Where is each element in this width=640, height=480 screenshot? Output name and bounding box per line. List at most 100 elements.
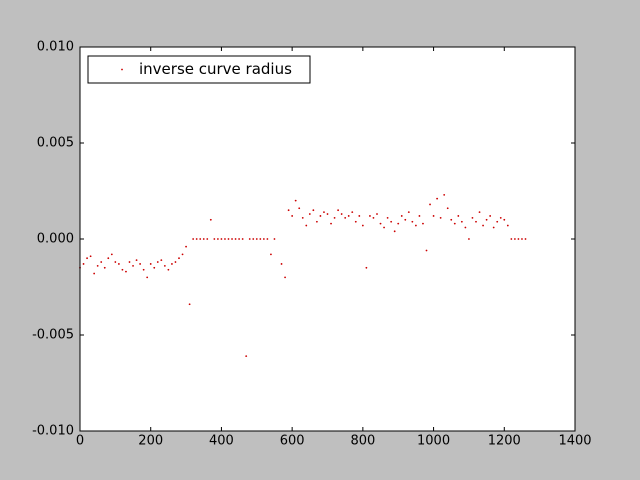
point xyxy=(146,276,149,279)
y-tick-label: -0.005 xyxy=(32,328,74,343)
point xyxy=(149,263,152,265)
point xyxy=(163,264,166,267)
point xyxy=(354,220,357,223)
point xyxy=(475,220,477,223)
point xyxy=(330,222,332,225)
point xyxy=(206,238,209,240)
point xyxy=(464,226,467,229)
point xyxy=(510,238,513,240)
point xyxy=(298,207,301,210)
point xyxy=(174,261,177,263)
point xyxy=(358,215,361,217)
point xyxy=(213,238,216,240)
point xyxy=(337,209,340,212)
point xyxy=(489,215,492,217)
point xyxy=(485,218,488,221)
point xyxy=(397,222,400,225)
point xyxy=(234,238,237,240)
point xyxy=(506,224,509,227)
point xyxy=(160,259,163,262)
point xyxy=(468,238,470,240)
point xyxy=(231,238,233,240)
point xyxy=(171,263,173,265)
point xyxy=(376,213,378,215)
point xyxy=(503,218,506,221)
point xyxy=(117,263,120,265)
point xyxy=(259,238,262,240)
point xyxy=(185,245,187,248)
point xyxy=(407,211,410,214)
point xyxy=(432,215,435,217)
point xyxy=(167,268,170,271)
point xyxy=(460,220,463,223)
point xyxy=(386,216,389,219)
point xyxy=(125,270,127,273)
point xyxy=(450,218,453,221)
point xyxy=(82,263,85,265)
point xyxy=(128,261,131,263)
legend-marker xyxy=(121,68,123,71)
point xyxy=(478,211,481,214)
point xyxy=(315,220,318,223)
point xyxy=(93,272,96,275)
point xyxy=(287,209,290,212)
y-tick-label: 0.005 xyxy=(37,136,74,151)
point xyxy=(224,238,226,240)
x-tick-label: 1400 xyxy=(558,434,591,449)
point xyxy=(227,238,230,240)
point xyxy=(294,199,297,202)
point xyxy=(429,203,431,206)
point xyxy=(347,215,350,217)
point xyxy=(446,207,449,210)
point xyxy=(499,216,502,219)
point xyxy=(369,215,371,217)
x-tick-label: 1000 xyxy=(417,434,450,449)
point xyxy=(439,216,442,219)
point xyxy=(291,215,294,217)
point xyxy=(100,261,103,263)
point xyxy=(284,276,286,279)
point xyxy=(153,266,156,269)
point xyxy=(248,238,251,240)
point xyxy=(255,238,258,240)
point xyxy=(238,238,241,240)
point xyxy=(114,261,117,263)
point xyxy=(245,355,248,358)
point xyxy=(273,238,276,240)
point xyxy=(181,253,184,256)
point xyxy=(323,211,325,214)
point xyxy=(361,224,364,227)
legend-box xyxy=(87,55,311,84)
point xyxy=(142,268,145,271)
point xyxy=(199,238,202,240)
x-tick-label: 200 xyxy=(138,434,163,449)
y-tick-label: 0.010 xyxy=(37,40,74,55)
point xyxy=(252,238,255,240)
point xyxy=(517,238,520,240)
point xyxy=(280,263,283,265)
point xyxy=(436,197,439,200)
point xyxy=(393,230,396,233)
point xyxy=(96,264,99,267)
point xyxy=(107,257,110,260)
point xyxy=(135,259,138,262)
y-tick-label: -0.010 xyxy=(32,424,74,439)
point xyxy=(418,215,421,217)
point xyxy=(139,263,142,265)
point xyxy=(156,261,159,263)
point xyxy=(414,224,417,227)
point xyxy=(312,209,315,212)
point xyxy=(351,211,354,214)
point xyxy=(178,257,180,260)
point xyxy=(241,238,244,240)
point xyxy=(121,268,124,271)
point xyxy=(425,249,428,252)
x-tick-label: 800 xyxy=(350,434,375,449)
point xyxy=(216,238,219,240)
point xyxy=(209,218,212,221)
point xyxy=(457,215,460,217)
x-tick-label: 400 xyxy=(209,434,234,449)
point xyxy=(266,238,269,240)
point xyxy=(496,220,499,223)
